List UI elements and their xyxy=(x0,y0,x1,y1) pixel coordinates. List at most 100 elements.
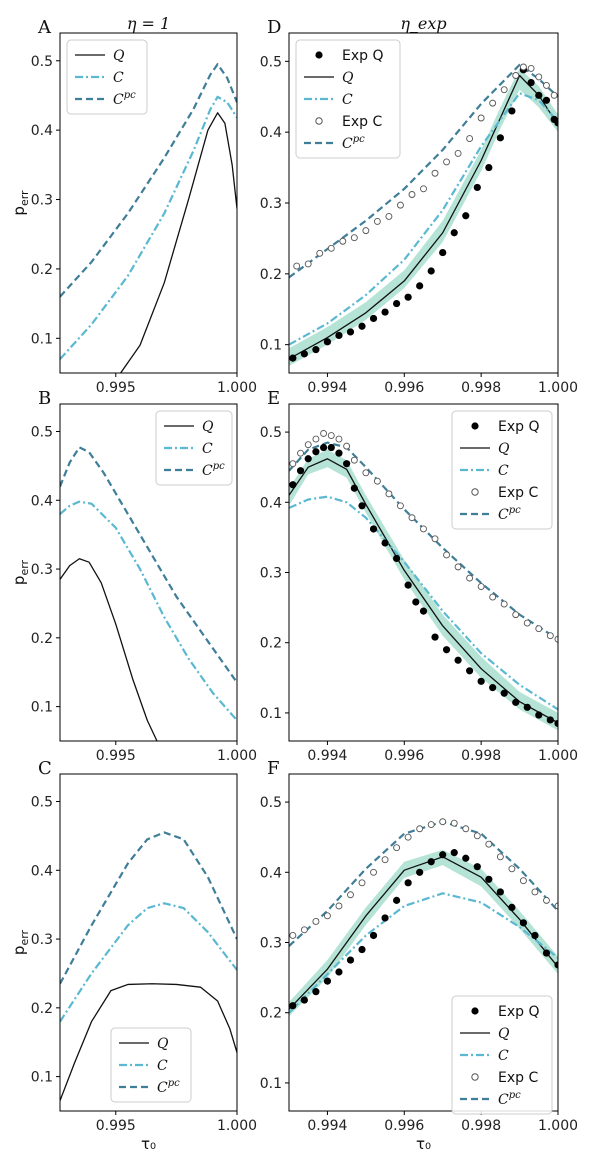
exp-q-point xyxy=(546,716,554,724)
plot-area xyxy=(60,63,237,373)
exp-q-point xyxy=(416,282,424,290)
exp-c-point xyxy=(462,825,470,833)
x-tick-label: 0.994 xyxy=(307,1118,347,1134)
x-tick-label: 0.994 xyxy=(307,380,347,396)
legend-exp-q-marker xyxy=(315,51,323,59)
exp-c-point xyxy=(373,217,381,225)
x-axis-label: τ₀ xyxy=(416,1135,431,1153)
legend-exp-c-marker xyxy=(471,1073,479,1081)
exp-q-point xyxy=(542,949,551,957)
exp-c-point xyxy=(496,853,504,861)
exp-q-point xyxy=(300,350,308,358)
exp-c-point xyxy=(439,818,447,826)
exp-q-point xyxy=(427,858,435,866)
exp-c-point xyxy=(450,819,458,827)
x-tick-label: 1.000 xyxy=(217,1118,257,1134)
exp-c-point xyxy=(339,237,347,245)
exp-q-point xyxy=(416,868,424,876)
exp-q-point xyxy=(512,698,520,706)
x-tick-label: 0.996 xyxy=(384,1118,424,1134)
exp-c-point xyxy=(489,593,497,601)
exp-q-point xyxy=(369,931,378,940)
exp-c-point xyxy=(312,917,320,925)
y-tick-label: 0.3 xyxy=(260,196,282,212)
exp-q-point xyxy=(473,863,481,871)
plot-frame xyxy=(59,32,238,374)
x-tick-label: 1.000 xyxy=(538,1118,578,1134)
x-axis-label: τ₀ xyxy=(141,1135,156,1153)
panel-d: 0.1 0.2 0.3 0.4 0.5 0.994 0.996 0.998 1.000 D η_ex… xyxy=(260,14,578,396)
x-tick-label: 1.000 xyxy=(538,380,578,396)
plot-frame xyxy=(59,403,238,742)
exp-q-point xyxy=(519,919,528,927)
y-axis-label: perr xyxy=(10,190,31,216)
exp-q-point xyxy=(554,119,558,127)
y-tick-label: 0.1 xyxy=(260,338,282,354)
y-tick-label: 0.4 xyxy=(260,125,282,141)
exp-q-point xyxy=(542,96,551,104)
exp-c-point xyxy=(477,583,485,590)
series-q-line xyxy=(60,558,158,741)
legend: QC Cpc xyxy=(155,410,233,486)
plot-area xyxy=(289,430,558,731)
exp-q-point xyxy=(323,977,332,985)
panel-letter: E xyxy=(267,388,280,409)
exp-c-point xyxy=(519,877,527,885)
exp-q-point xyxy=(523,703,531,711)
exp-c-point xyxy=(416,825,424,833)
series-c-line xyxy=(60,902,237,1023)
series-c-line xyxy=(60,95,237,360)
exp-q-point xyxy=(393,554,401,563)
exp-c-point xyxy=(466,574,474,582)
exp-q-point xyxy=(466,667,474,675)
exp-c-point xyxy=(519,63,527,71)
y-tick-label: 0.3 xyxy=(260,566,282,582)
panel-letter: B xyxy=(38,388,51,409)
legend-exp-c-marker xyxy=(315,117,323,125)
exp-q-point xyxy=(335,968,343,976)
legend-label: Exp C xyxy=(498,1070,538,1086)
exp-q-point xyxy=(381,308,389,316)
exp-c-point xyxy=(396,502,404,510)
y-axis-label: perr xyxy=(10,929,31,955)
series-q-line xyxy=(289,856,558,1010)
exp-c-point xyxy=(427,821,435,828)
exp-q-point xyxy=(439,248,447,257)
exp-c-point xyxy=(473,832,481,840)
legend-label: Cpc xyxy=(498,505,521,523)
exp-q-point xyxy=(358,502,366,510)
y-tick-label: 0.5 xyxy=(31,795,53,811)
legend-label: Exp C xyxy=(342,114,382,130)
y-tick-label: 0.1 xyxy=(31,700,53,716)
y-tick-label: 0.4 xyxy=(260,865,282,881)
plot-frame xyxy=(59,773,238,1112)
series-cpc-line xyxy=(60,446,237,684)
legend-label: Q xyxy=(202,419,214,435)
exp-c-point xyxy=(508,865,516,873)
exp-c-point xyxy=(535,73,543,81)
exp-c-point xyxy=(343,442,351,450)
exp-q-point xyxy=(346,956,355,964)
y-tick-label: 0.2 xyxy=(31,1001,53,1017)
exp-q-point xyxy=(323,338,332,346)
exp-c-point xyxy=(477,114,485,122)
exp-c-point xyxy=(358,879,366,887)
exp-q-point xyxy=(346,328,355,336)
series-cpc-line xyxy=(289,441,558,641)
legend-box xyxy=(451,995,553,1115)
panel-title: η_exp xyxy=(400,14,446,33)
legend-box xyxy=(295,39,401,159)
exp-c-point xyxy=(370,868,377,876)
exp-q-point xyxy=(350,484,358,492)
y-tick-label: 0.3 xyxy=(31,932,53,948)
exp-c-point xyxy=(500,600,508,608)
y-tick-label: 0.5 xyxy=(260,795,282,811)
exp-q-point xyxy=(450,849,458,857)
series-cpc-line xyxy=(289,63,558,279)
panel-title: η = 1 xyxy=(127,14,170,33)
exp-c-point xyxy=(350,456,358,464)
y-tick-label: 0.2 xyxy=(260,1006,282,1022)
exp-q-point xyxy=(312,346,320,354)
exp-q-point xyxy=(335,449,343,457)
exp-q-point xyxy=(327,443,335,452)
